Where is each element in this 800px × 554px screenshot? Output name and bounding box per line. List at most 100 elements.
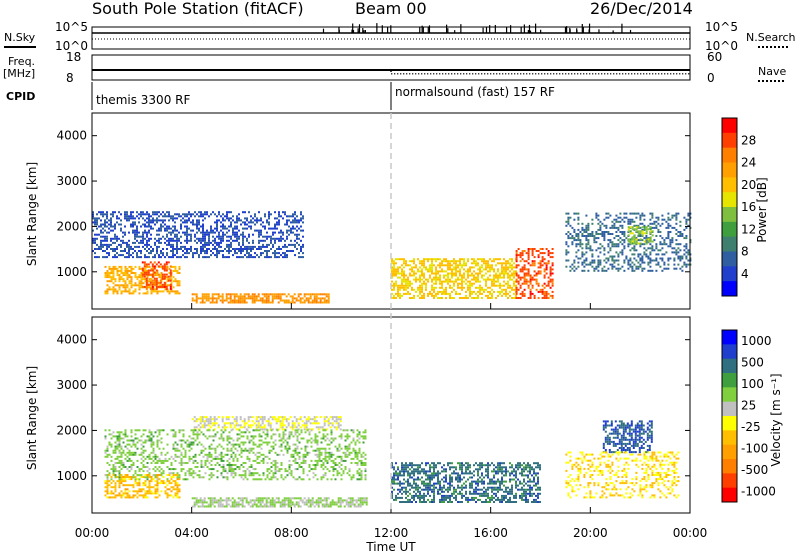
range-cell: [627, 261, 630, 264]
range-cell: [228, 248, 230, 250]
range-cell: [513, 292, 515, 295]
range-cell: [240, 431, 243, 434]
range-cell: [144, 484, 147, 487]
range-cell: [210, 464, 213, 466]
range-cell: [277, 428, 280, 431]
range-cell: [449, 280, 451, 283]
range-cell: [228, 250, 230, 252]
range-cell: [178, 272, 181, 274]
range-cell: [155, 277, 158, 280]
range-cell: [114, 466, 117, 468]
range-cell: [399, 276, 401, 279]
range-cell: [447, 292, 449, 295]
range-cell: [106, 225, 108, 228]
range-cell: [449, 292, 451, 295]
range-cell: [174, 221, 176, 224]
range-cell: [673, 251, 676, 254]
range-cell: [258, 474, 261, 477]
range-cell: [527, 248, 530, 250]
range-cell: [168, 267, 171, 270]
range-cell: [545, 290, 548, 293]
range-cell: [270, 239, 272, 242]
range-cell: [310, 441, 313, 444]
range-cell: [587, 235, 590, 237]
power-panel-frame: [91, 112, 691, 310]
range-cell: [274, 476, 277, 479]
range-cell: [467, 268, 469, 271]
range-cell: [244, 476, 247, 479]
range-cell: [671, 241, 674, 244]
range-cell: [294, 443, 297, 446]
range-cell: [423, 292, 425, 295]
range-cell: [232, 459, 235, 462]
range-cell: [128, 478, 131, 481]
range-cell: [136, 233, 138, 236]
range-cell: [477, 278, 479, 281]
range-cell: [222, 219, 224, 222]
range-cell: [140, 276, 143, 279]
range-cell: [543, 290, 546, 293]
range-cell: [216, 431, 219, 434]
range-cell: [629, 240, 632, 243]
range-cell: [151, 269, 154, 272]
range-cell: [617, 255, 620, 258]
range-cell: [669, 257, 672, 260]
range-cell: [158, 474, 161, 476]
range-cell: [241, 295, 244, 298]
range-cell: [150, 437, 153, 440]
range-cell: [601, 233, 604, 235]
range-cell: [242, 241, 244, 244]
range-cell: [655, 243, 658, 246]
range-cell: [270, 435, 273, 438]
range-cell: [161, 277, 164, 280]
range-cell: [519, 284, 522, 287]
range-cell: [495, 272, 497, 275]
range-cell: [539, 266, 542, 269]
range-cell: [457, 282, 459, 285]
range-cell: [112, 449, 115, 452]
range-cell: [229, 422, 232, 425]
range-cell: [120, 480, 123, 483]
range-cell: [124, 429, 127, 432]
range-cell: [302, 243, 304, 246]
range-cell: [130, 466, 133, 468]
range-cell: [112, 282, 115, 285]
range-cell: [301, 297, 304, 300]
range-cell: [132, 451, 135, 454]
range-cell: [256, 445, 259, 448]
range-cell: [485, 260, 487, 263]
range-cell: [235, 418, 238, 421]
range-cell: [226, 239, 228, 242]
range-cell: [142, 272, 145, 274]
range-cell: [631, 261, 634, 264]
range-cell: [309, 301, 312, 304]
range-cell: [597, 263, 600, 266]
range-cell: [633, 245, 636, 248]
range-cell: [265, 420, 268, 423]
range-cell: [152, 459, 155, 462]
range-cell: [148, 437, 151, 440]
range-cell: [231, 293, 234, 296]
range-cell: [210, 231, 212, 234]
range-cell: [160, 284, 163, 287]
range-cell: [519, 268, 522, 271]
range-cell: [96, 213, 98, 216]
range-cell: [473, 290, 475, 293]
range-cell: [216, 457, 219, 460]
range-cell: [140, 474, 143, 477]
range-cell: [319, 426, 322, 429]
range-cell: [150, 478, 153, 481]
range-cell: [136, 227, 138, 230]
range-cell: [525, 260, 528, 263]
range-cell: [254, 229, 256, 232]
range-cell: [176, 496, 179, 499]
range-cell: [635, 238, 638, 241]
range-cell: [575, 255, 578, 258]
range-cell: [124, 274, 127, 277]
range-cell: [260, 245, 262, 248]
range-cell: [149, 273, 152, 276]
range-cell: [172, 286, 175, 289]
range-cell: [132, 223, 134, 226]
range-cell: [108, 219, 110, 222]
range-cell: [196, 435, 199, 438]
